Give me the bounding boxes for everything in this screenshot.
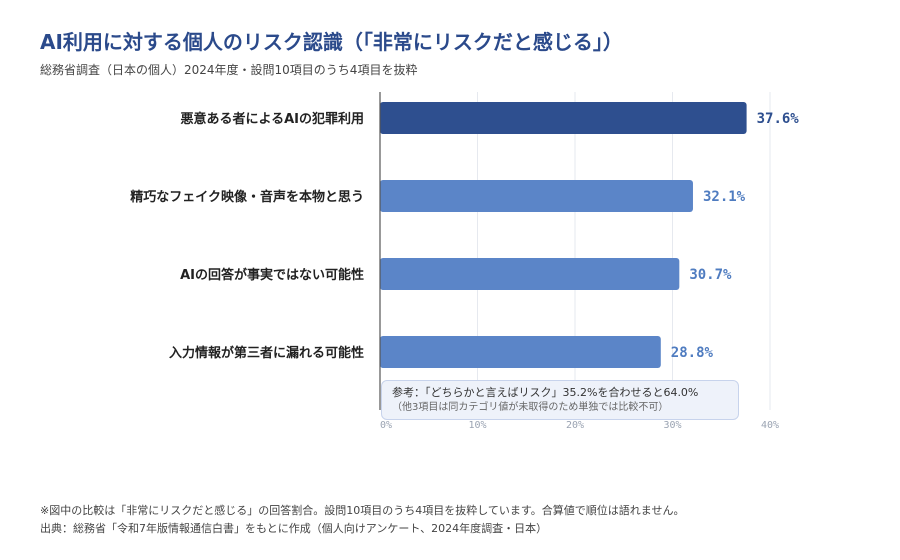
chart-title: AI利用に対する個人のリスク認識（「非常にリスクだと感じる」） (40, 30, 623, 54)
footer: ※図中の比較は「非常にリスクだと感じる」の回答割合。設問10項目のうち4項目を抜… (40, 502, 684, 538)
value-label: 28.8% (671, 345, 714, 361)
x-tick-label: 0% (380, 420, 392, 431)
bar (380, 180, 693, 212)
bar (380, 336, 661, 368)
bar (380, 102, 747, 134)
x-tick-label: 40% (761, 420, 779, 431)
category-label: AIの回答が事実ではない可能性 (180, 267, 364, 283)
category-label: 精巧なフェイク映像・音声を本物と思う (130, 189, 364, 205)
reference-note-line-2: （他3項目は同カテゴリ値が未取得のため単独では比較不可） (392, 402, 669, 413)
value-label: 37.6% (757, 111, 800, 127)
category-label: 悪意ある者によるAIの犯罪利用 (180, 111, 364, 127)
footer-source: 出典：総務省「令和7年版情報通信白書」をもとに作成（個人向けアンケート、2024… (40, 522, 548, 535)
bar (380, 258, 680, 290)
x-tick-label: 10% (468, 420, 486, 431)
value-label: 32.1% (703, 189, 746, 205)
reference-note-line-1: 参考：「どちらかと言えばリスク」35.2%を合わせると64.0% (392, 386, 699, 399)
category-label: 入力情報が第三者に漏れる可能性 (169, 345, 364, 361)
x-tick-label: 20% (566, 420, 584, 431)
reference-note: 参考：「どちらかと言えばリスク」35.2%を合わせると64.0% （他3項目は同… (381, 380, 739, 420)
x-tick-label: 30% (663, 420, 681, 431)
value-label: 30.7% (689, 267, 732, 283)
chart-subtitle: 総務省調査（日本の個人）2024年度・設問10項目のうち4項目を抜粋 (40, 63, 418, 77)
footer-note: ※図中の比較は「非常にリスクだと感じる」の回答割合。設問10項目のうち4項目を抜… (40, 504, 685, 517)
